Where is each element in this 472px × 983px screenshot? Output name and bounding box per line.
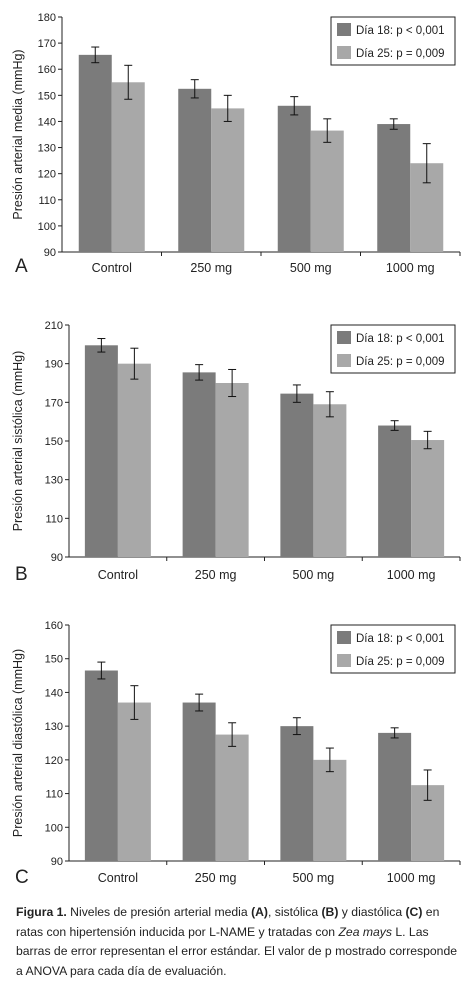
caption-text-3: y diastólica	[338, 905, 406, 919]
caption-c: (C)	[405, 905, 423, 919]
y-axis-label: Presión arterial sistólica (mmHg)	[11, 351, 25, 532]
bar	[182, 702, 216, 861]
y-tick-label: 160	[45, 620, 63, 632]
legend-swatch	[337, 46, 351, 59]
x-tick-label: 500 mg	[293, 568, 335, 582]
x-tick-label: 1000 mg	[386, 261, 435, 275]
chart-a-svg: 90 100 110 120 130 140 150 160 170 180 Presión art…	[11, 12, 461, 277]
y-tick-label: 90	[51, 856, 63, 868]
y-tick-label: 130	[45, 721, 63, 733]
y-tick-label: 110	[38, 195, 56, 207]
figure-caption: Figura 1. Niveles de presión arterial me…	[16, 903, 462, 981]
bar	[280, 726, 314, 861]
legend-label: Día 25: p = 0,009	[356, 48, 445, 60]
y-tick-label: 90	[44, 247, 56, 259]
y-tick-label: 150	[45, 436, 63, 448]
caption-species: Zea mays	[338, 924, 392, 939]
caption-b: (B)	[321, 905, 339, 919]
chart-panel-b: 90 110 130 150 170 190 210 Presión arterial sis…	[0, 305, 472, 595]
x-tick-label: 250 mg	[195, 871, 237, 885]
bar	[78, 54, 112, 252]
caption-text-4: en ratas con hipertensión inducida por L…	[16, 905, 440, 939]
x-tick-label: 500 mg	[290, 261, 332, 275]
x-tick-label: Control	[98, 568, 138, 582]
bar	[411, 440, 445, 557]
bar	[313, 404, 347, 557]
panel-letter: B	[15, 564, 28, 585]
y-tick-label: 150	[45, 654, 63, 666]
bar	[84, 670, 118, 861]
y-tick-label: 120	[38, 169, 56, 181]
caption-a: (A)	[251, 905, 268, 919]
y-tick-label: 100	[38, 221, 56, 233]
x-tick-label: 1000 mg	[387, 871, 436, 885]
bar	[111, 82, 145, 253]
x-tick-label: 250 mg	[195, 568, 237, 582]
chart-b-svg: 90 110 130 150 170 190 210 Presión arterial sis…	[11, 320, 461, 585]
bar	[215, 383, 249, 557]
y-tick-label: 170	[38, 38, 56, 50]
x-tick-label: Control	[98, 871, 138, 885]
legend-label: Día 25: p = 0,009	[356, 356, 445, 368]
bar	[211, 108, 245, 252]
bar	[84, 345, 118, 557]
y-tick-label: 130	[38, 143, 56, 155]
legend-box	[330, 324, 456, 374]
caption-text-1: Niveles de presión arterial media	[66, 905, 252, 919]
legend-label: Día 18: p < 0,001	[356, 333, 445, 345]
legend-swatch	[337, 354, 351, 367]
y-tick-label: 140	[38, 116, 56, 128]
caption-text-5: L. Las barras de error representan el er…	[16, 924, 458, 978]
x-tick-label: 500 mg	[293, 871, 335, 885]
legend-swatch	[337, 331, 351, 344]
bar	[378, 425, 412, 557]
legend-box	[330, 624, 456, 674]
bar	[117, 702, 151, 861]
bar	[280, 393, 314, 557]
y-tick-label: 210	[45, 320, 63, 332]
legend-label: Día 25: p = 0,009	[356, 656, 445, 668]
panel-letter: C	[15, 867, 29, 888]
chart-panel-c: 90 100 110 120 130 140 150 160 Presión arterial …	[0, 605, 472, 900]
y-tick-label: 90	[51, 552, 63, 564]
bar	[178, 88, 212, 252]
x-tick-label: 1000 mg	[387, 568, 436, 582]
y-tick-label: 150	[38, 90, 56, 102]
y-tick-label: 110	[45, 789, 63, 801]
y-axis-label: Presión arterial diastólica (mmHg)	[11, 649, 25, 837]
bar	[310, 130, 344, 252]
legend-swatch	[337, 654, 351, 667]
y-tick-label: 110	[45, 513, 63, 525]
bar	[378, 732, 412, 861]
bar	[182, 372, 216, 557]
bar	[215, 734, 249, 861]
legend-swatch	[337, 23, 351, 36]
chart-panel-a: 90 100 110 120 130 140 150 160 170 180 Presión art…	[0, 0, 472, 290]
x-tick-label: Control	[92, 261, 132, 275]
caption-label: Figura 1.	[16, 905, 67, 919]
bar	[277, 105, 311, 253]
y-tick-label: 190	[45, 359, 63, 371]
y-axis-label: Presión arterial media (mmHg)	[11, 49, 25, 219]
panel-letter: A	[15, 256, 28, 277]
legend-box	[330, 16, 456, 66]
y-tick-label: 120	[45, 755, 63, 767]
bar	[377, 124, 411, 252]
y-tick-label: 180	[38, 12, 56, 24]
y-tick-label: 130	[45, 475, 63, 487]
y-tick-label: 160	[38, 64, 56, 76]
chart-c-svg: 90 100 110 120 130 140 150 160 Presión arterial …	[11, 620, 461, 888]
legend-label: Día 18: p < 0,001	[356, 633, 445, 645]
bar	[313, 759, 347, 861]
y-tick-label: 100	[45, 822, 63, 834]
y-tick-label: 170	[45, 397, 63, 409]
bar	[117, 363, 151, 557]
caption-text-2: , sistólica	[267, 905, 322, 919]
legend-label: Día 18: p < 0,001	[356, 25, 445, 37]
legend-swatch	[337, 631, 351, 644]
y-tick-label: 140	[45, 687, 63, 699]
x-tick-label: 250 mg	[190, 261, 232, 275]
